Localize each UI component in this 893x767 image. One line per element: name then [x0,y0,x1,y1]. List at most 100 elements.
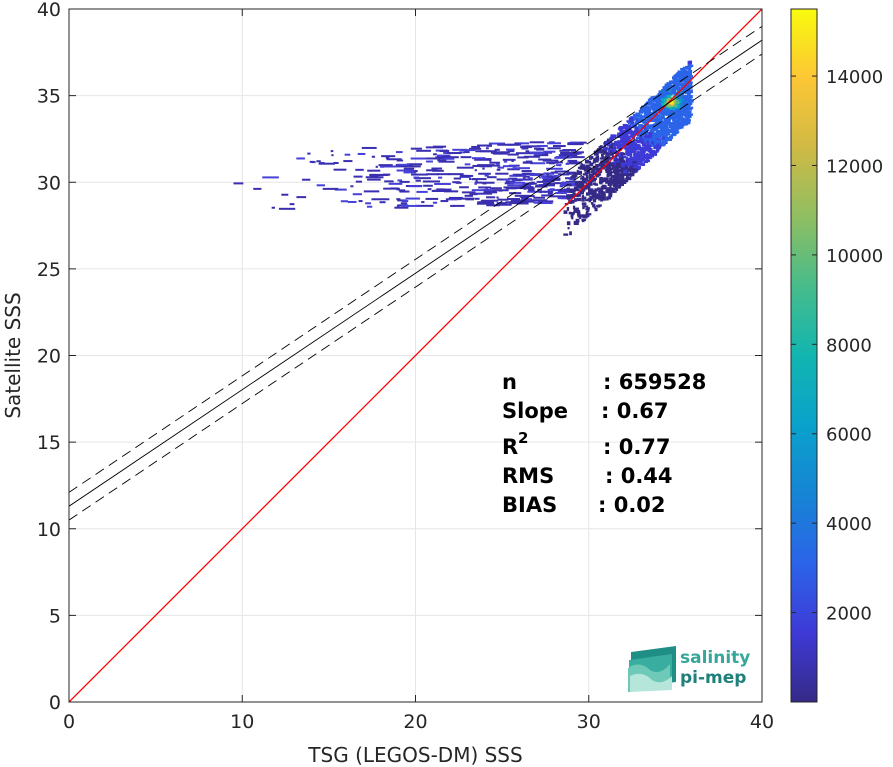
density-cell [570,151,584,154]
density-cell [538,176,542,179]
density-cell [632,161,637,164]
density-cell [610,175,614,178]
density-cell [625,124,629,127]
regression-line [69,39,762,507]
density-cell [647,116,652,120]
density-cell [584,166,588,170]
density-cell [625,178,629,183]
density-cell [650,120,656,123]
density-cell [685,108,688,112]
density-cell [438,176,443,179]
density-cell [671,117,676,120]
density-cell [669,93,673,96]
density-cell [592,198,597,203]
density-cell [654,115,658,119]
density-cell [532,199,548,202]
density-cell [413,176,420,179]
density-cell [496,196,499,199]
density-cell [595,156,599,159]
density-cell [643,111,648,115]
density-cell [645,130,649,135]
stat-bias-value: : 0.02 [598,493,666,517]
density-cell [662,136,665,140]
density-cell [567,197,571,200]
density-cell [610,134,614,138]
density-cell [528,181,531,184]
density-cell [622,160,628,165]
density-cell [579,191,584,195]
density-cell [361,146,377,149]
density-cell [676,114,680,118]
density-cell [582,173,587,176]
density-cell [638,146,644,151]
density-cell [623,146,628,149]
density-cell [398,189,406,192]
density-cell [605,189,610,194]
density-core-cell [660,97,664,101]
density-cell [572,175,577,178]
density-cell [570,199,575,204]
density-cell [620,139,625,143]
density-cell [602,151,608,155]
density-cell [663,110,666,114]
density-cell [515,152,533,155]
density-cell [296,157,305,160]
density-core-cell [663,102,667,106]
density-cell [410,147,422,150]
density-cell [635,165,640,170]
fit-lines [69,9,762,702]
density-cell [333,162,339,165]
density-cell [579,214,585,218]
density-cell [366,205,373,208]
density-cell [492,189,509,192]
density-cell [636,160,640,164]
density-cell [415,204,434,207]
density-cell [653,147,656,150]
density-cell [469,178,472,181]
density-core-cell [667,109,671,113]
density-cell [610,142,614,145]
density-cell [330,150,334,153]
density-cell [517,156,529,159]
density-cell [611,155,615,158]
density-cell [620,143,624,147]
density-cell [628,161,631,165]
y-tick-label: 40 [37,0,61,21]
density-cell [569,188,573,191]
density-cell [663,140,667,143]
density-cell [357,152,366,155]
density-cell [567,227,570,230]
density-cell [642,138,647,143]
density-cell [651,113,657,117]
density-cell [316,184,326,187]
colorbar [790,8,818,703]
density-cell [528,189,535,192]
density-cell [645,106,650,110]
density-cell [646,154,650,159]
density-cell [682,66,685,71]
density-cell [427,188,432,191]
density-cell [680,105,684,109]
density-cell [688,64,694,68]
density-cell [502,158,516,161]
density-cell [632,148,637,153]
density-cell [383,173,391,176]
density-cell [547,189,564,192]
density-cell [597,187,600,191]
density-cell [489,159,492,162]
density-cell [322,187,339,190]
density-cell [573,198,579,201]
density-cell [584,171,588,176]
density-cell [632,170,637,174]
density-cell [570,214,574,218]
density-cell [659,142,664,147]
density-cell [477,164,495,167]
density-cell [684,100,689,103]
density-cell [595,163,600,168]
density-cell [396,169,415,172]
density-cell [645,127,649,130]
density-cell [548,195,566,198]
density-cell [622,155,627,158]
density-cell [369,173,386,176]
